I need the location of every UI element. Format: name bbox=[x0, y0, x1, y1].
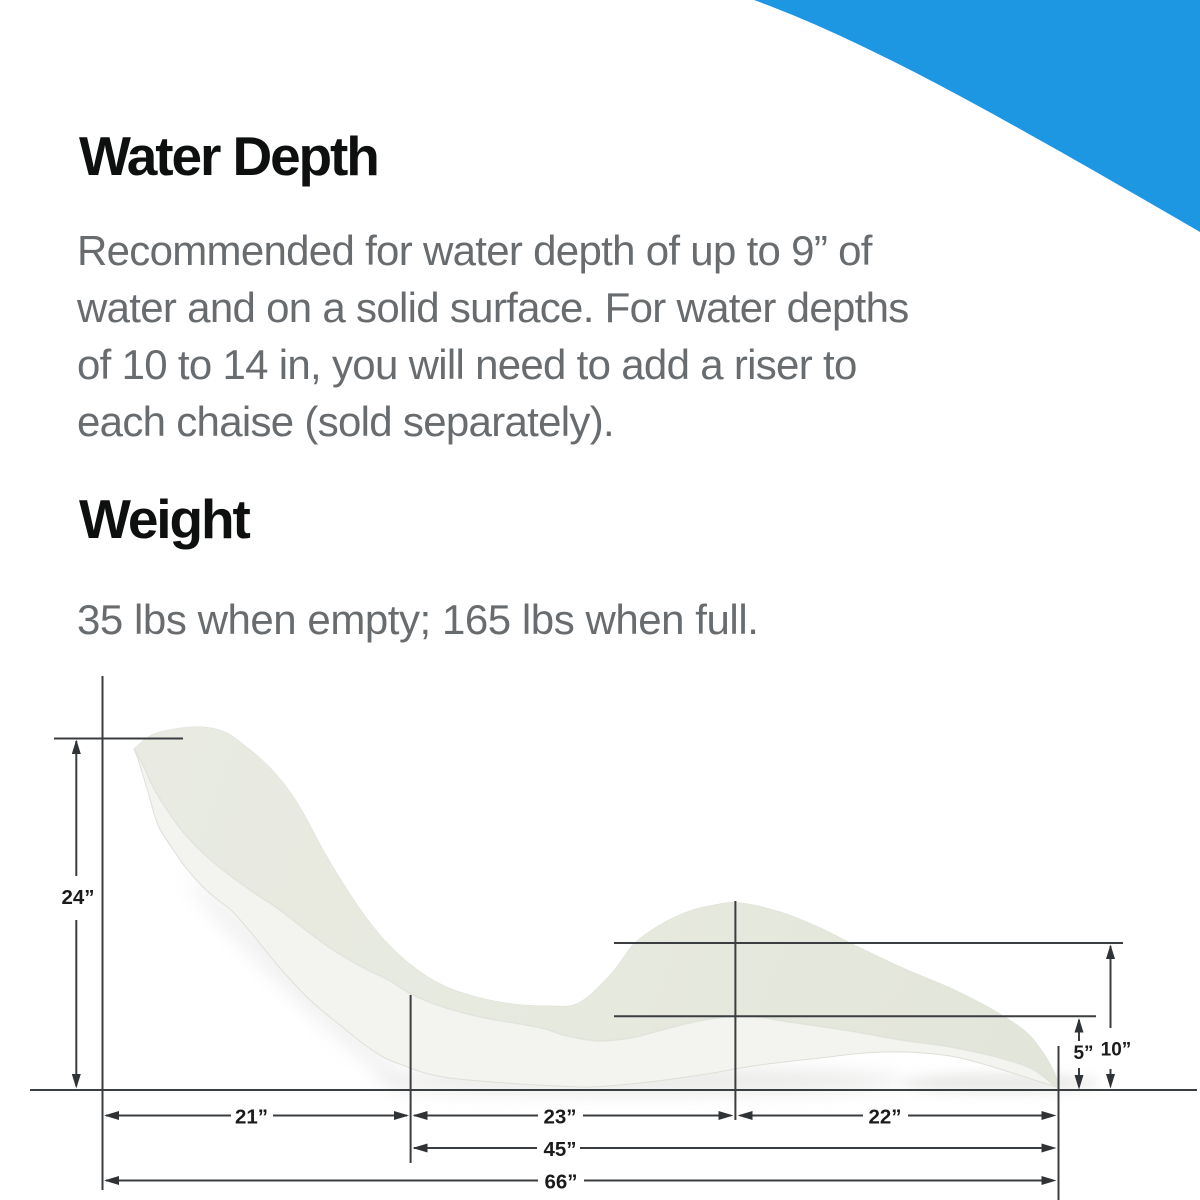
svg-text:23”: 23” bbox=[543, 1106, 576, 1129]
svg-text:45”: 45” bbox=[543, 1138, 576, 1161]
svg-text:22”: 22” bbox=[868, 1106, 901, 1129]
svg-text:10”: 10” bbox=[1101, 1040, 1132, 1061]
svg-text:66”: 66” bbox=[544, 1171, 577, 1194]
svg-text:21”: 21” bbox=[235, 1106, 268, 1129]
svg-text:24”: 24” bbox=[61, 886, 94, 909]
svg-text:5”: 5” bbox=[1073, 1043, 1093, 1064]
